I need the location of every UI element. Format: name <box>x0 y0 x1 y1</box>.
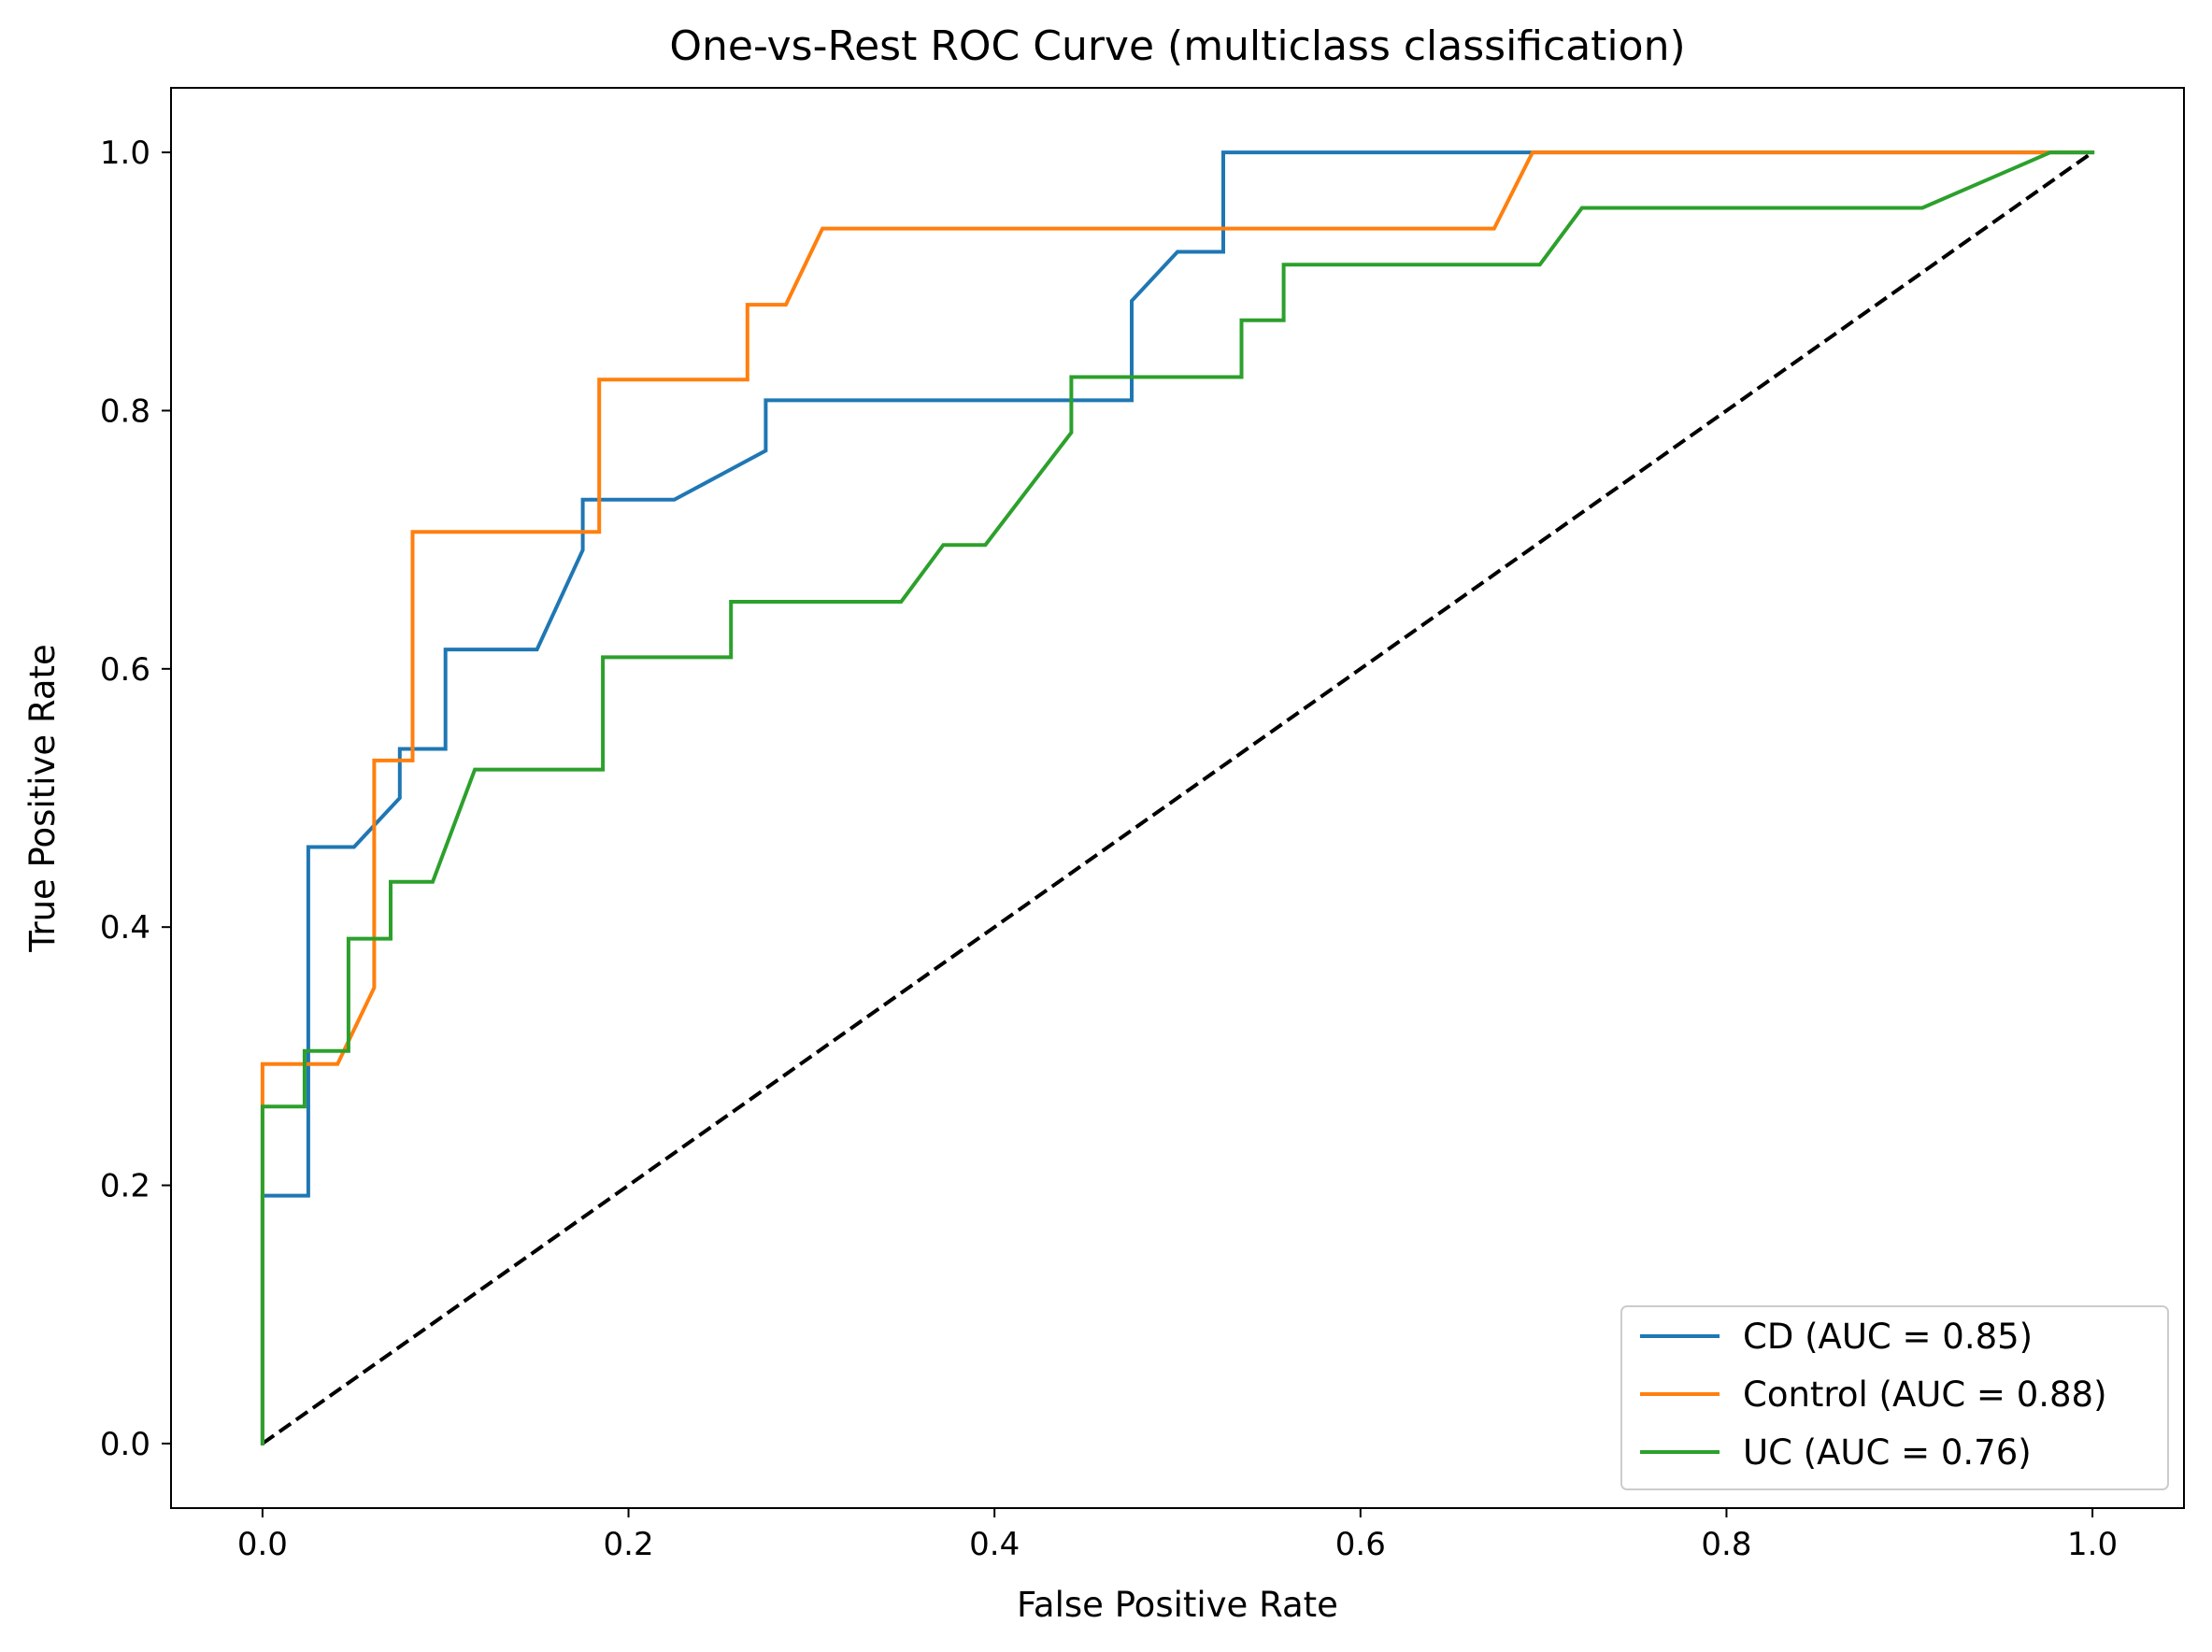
y-tick-label: 0.8 <box>100 392 150 430</box>
legend: CD (AUC = 0.85) Control (AUC = 0.88) UC … <box>1620 1305 2169 1490</box>
series-line-control <box>260 150 2095 1446</box>
y-axis-ticks: 0.0 0.2 0.4 0.6 0.8 1.0 <box>100 135 171 1463</box>
chart-title: One-vs-Rest ROC Curve (multiclass classi… <box>669 22 1685 70</box>
legend-label-cd: CD (AUC = 0.85) <box>1743 1317 2033 1357</box>
y-tick-label: 0.0 <box>100 1426 150 1463</box>
axes-frame <box>170 87 2185 1509</box>
series-line-uc <box>260 150 2095 1446</box>
y-tick-label: 0.6 <box>100 651 150 689</box>
y-axis-label: True Positive Rate <box>22 644 63 953</box>
x-tick-label: 0.8 <box>1701 1526 1751 1563</box>
series-layer <box>260 150 2095 1446</box>
x-tick-label: 0.0 <box>237 1526 288 1563</box>
y-tick-label: 0.2 <box>100 1168 150 1205</box>
x-tick-label: 0.2 <box>604 1526 654 1563</box>
legend-label-control: Control (AUC = 0.88) <box>1743 1374 2107 1415</box>
y-tick-label: 1.0 <box>100 135 150 172</box>
legend-label-uc: UC (AUC = 0.76) <box>1743 1432 2032 1473</box>
y-tick-label: 0.4 <box>100 909 150 947</box>
x-axis-ticks: 0.0 0.2 0.4 0.6 0.8 1.0 <box>237 1508 2118 1563</box>
legend-box <box>1620 1305 2169 1490</box>
x-tick-label: 0.4 <box>969 1526 1020 1563</box>
chance-diagonal-line <box>261 150 2094 1446</box>
x-axis-label: False Positive Rate <box>1017 1585 1338 1625</box>
reference-layer <box>261 150 2094 1446</box>
x-tick-label: 0.6 <box>1335 1526 1386 1563</box>
x-tick-label: 1.0 <box>2067 1526 2118 1563</box>
series-line-cd <box>260 150 2095 1446</box>
